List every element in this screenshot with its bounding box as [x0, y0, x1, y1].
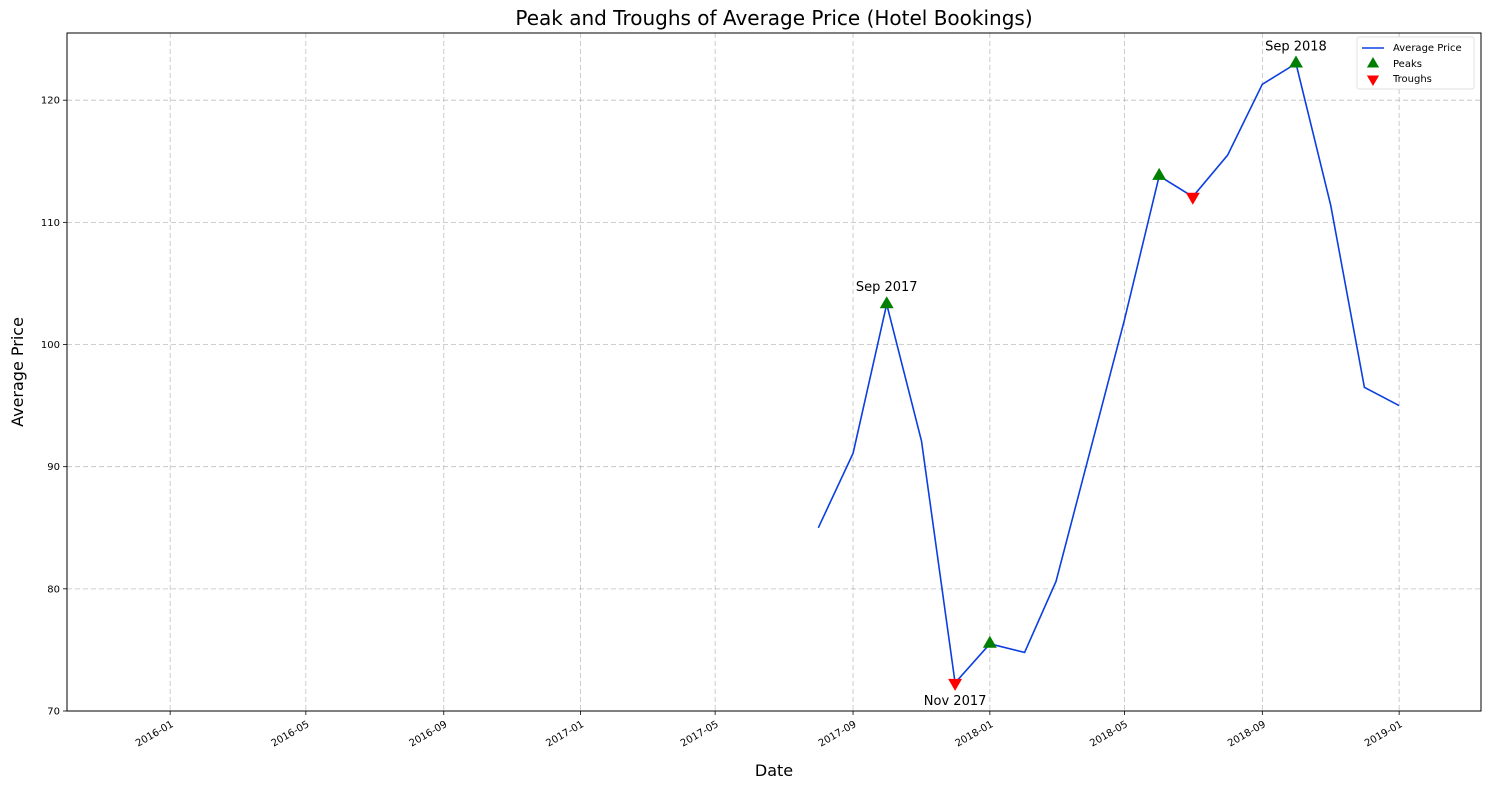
legend: Average Price Peaks Troughs: [1356, 36, 1475, 90]
chart-title: Peak and Troughs of Average Price (Hotel…: [515, 6, 1032, 30]
x-tick-label: 2018-01: [954, 719, 996, 749]
annotation-label: Nov 2017: [924, 694, 987, 709]
y-axis-label: Average Price: [8, 317, 27, 427]
peak-marker: [1289, 55, 1303, 68]
series-layer: [817, 62, 1400, 685]
x-tick-label: 2017-05: [679, 719, 721, 749]
x-tick-label: 2017-09: [817, 719, 859, 749]
x-tick-label: 2016-05: [270, 719, 312, 749]
x-tick-label: 2018-05: [1088, 719, 1130, 749]
trough-marker: [1185, 192, 1200, 205]
annotation-label: Sep 2017: [856, 280, 918, 295]
y-tick-label: 70: [47, 707, 60, 718]
legend-box: [1356, 36, 1475, 90]
legend-swatch-peaks: [1366, 57, 1380, 68]
peak-marker: [879, 296, 894, 309]
legend-label-peaks: Peaks: [1393, 59, 1422, 70]
grid-lines: [67, 33, 1481, 712]
x-axis-label: Date: [755, 761, 793, 780]
x-tick-label: 2019-01: [1363, 719, 1405, 749]
y-tick-label: 110: [41, 218, 60, 229]
plot-frame: [66, 32, 1482, 712]
annotation-label: Sep 2018: [1265, 40, 1327, 55]
marker-layer: [879, 55, 1303, 691]
x-tick-label: 2017-01: [544, 719, 586, 749]
x-tick-label: 2016-01: [134, 719, 176, 749]
trough-marker: [948, 678, 963, 691]
y-tick-label: 100: [41, 340, 60, 351]
y-tick-label: 120: [41, 96, 60, 107]
series-line-average-price: [817, 62, 1400, 685]
y-tick-label: 80: [47, 584, 60, 595]
x-tick-label: 2016-09: [408, 719, 450, 749]
x-tick-label: 2018-09: [1226, 719, 1268, 749]
tick-layer: 2016-01 2016-05 2016-09 2017-01 2017-05 2017-…: [41, 96, 1405, 750]
y-tick-label: 90: [47, 462, 60, 473]
legend-label-average-price: Average Price: [1393, 43, 1462, 54]
legend-label-troughs: Troughs: [1392, 74, 1432, 85]
peak-marker: [982, 635, 997, 648]
peak-marker: [1152, 167, 1167, 180]
annotation-layer: Sep 2017 Nov 2017 Sep 2018: [856, 40, 1327, 709]
legend-swatch-troughs: [1366, 75, 1380, 86]
